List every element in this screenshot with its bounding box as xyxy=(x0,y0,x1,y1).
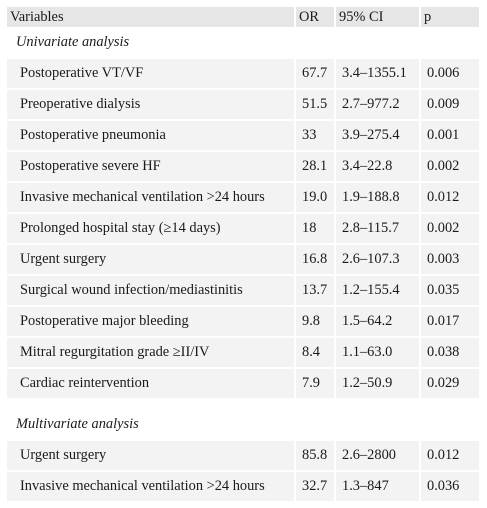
or-cell: 7.9 xyxy=(295,368,336,400)
header-row: Variables OR 95% CI p xyxy=(7,7,479,27)
variable-cell: Postoperative severe HF xyxy=(7,151,296,183)
header-ci: 95% CI xyxy=(335,7,421,27)
table-row: Surgical wound infection/mediastinitis 13… xyxy=(7,275,479,307)
or-cell: 32.7 xyxy=(295,471,336,503)
table-row: Invasive mechanical ventilation >24 hour… xyxy=(7,471,479,503)
section-heading-row: Univariate analysis xyxy=(7,27,479,59)
p-cell: 0.006 xyxy=(420,58,479,90)
table-row: Postoperative major bleeding 9.8 1.5–64.2 0… xyxy=(7,306,479,338)
ci-cell: 1.3–847 xyxy=(335,471,421,503)
ci-cell: 1.2–50.9 xyxy=(335,368,421,400)
header-variables: Variables xyxy=(7,7,296,27)
ci-cell: 3.9–275.4 xyxy=(335,120,421,152)
table-header: Variables OR 95% CI p xyxy=(7,7,479,27)
or-cell: 13.7 xyxy=(295,275,336,307)
table-row: Invasive mechanical ventilation >24 hour… xyxy=(7,182,479,214)
ci-cell: 2.6–107.3 xyxy=(335,244,421,276)
table-row: Postoperative severe HF 28.1 3.4–22.8 0.002 xyxy=(7,151,479,183)
ci-cell: 1.2–155.4 xyxy=(335,275,421,307)
ci-cell: 2.6–2800 xyxy=(335,440,421,472)
table-row: Preoperative dialysis 51.5 2.7–977.2 0.009 xyxy=(7,89,479,121)
p-cell: 0.038 xyxy=(420,337,479,369)
or-cell: 8.4 xyxy=(295,337,336,369)
results-table: Variables OR 95% CI p Univariate analysi… xyxy=(7,7,479,503)
variable-cell: Urgent surgery xyxy=(7,244,296,276)
table-row: Mitral regurgitation grade ≥II/IV 8.4 1.1–… xyxy=(7,337,479,369)
table-row: Postoperative pneumonia 33 3.9–275.4 0.001 xyxy=(7,120,479,152)
p-cell: 0.012 xyxy=(420,182,479,214)
variable-cell: Prolonged hospital stay (≥14 days) xyxy=(7,213,296,245)
p-cell: 0.012 xyxy=(420,440,479,472)
variable-cell: Postoperative VT/VF xyxy=(7,58,296,90)
header-or: OR xyxy=(295,7,336,27)
p-cell: 0.003 xyxy=(420,244,479,276)
variable-cell: Invasive mechanical ventilation >24 hour… xyxy=(7,471,296,503)
table-body: Univariate analysis Postoperative VT/VF 67… xyxy=(7,27,479,503)
table-row: Prolonged hospital stay (≥14 days) 18 2.8–… xyxy=(7,213,479,245)
variable-cell: Urgent surgery xyxy=(7,440,296,472)
or-cell: 19.0 xyxy=(295,182,336,214)
p-cell: 0.036 xyxy=(420,471,479,503)
p-cell: 0.002 xyxy=(420,213,479,245)
ci-cell: 1.9–188.8 xyxy=(335,182,421,214)
variable-cell: Postoperative pneumonia xyxy=(7,120,296,152)
table-row: Postoperative VT/VF 67.7 3.4–1355.1 0.006 xyxy=(7,58,479,90)
p-cell: 0.017 xyxy=(420,306,479,338)
or-cell: 9.8 xyxy=(295,306,336,338)
ci-cell: 1.5–64.2 xyxy=(335,306,421,338)
variable-cell: Postoperative major bleeding xyxy=(7,306,296,338)
section-heading-row: Multivariate analysis xyxy=(7,409,479,441)
table-row: Urgent surgery 85.8 2.6–2800 0.012 xyxy=(7,440,479,472)
p-cell: 0.035 xyxy=(420,275,479,307)
or-cell: 51.5 xyxy=(295,89,336,121)
p-cell: 0.009 xyxy=(420,89,479,121)
ci-cell: 3.4–22.8 xyxy=(335,151,421,183)
table-row: Urgent surgery 16.8 2.6–107.3 0.003 xyxy=(7,244,479,276)
or-cell: 18 xyxy=(295,213,336,245)
or-cell: 85.8 xyxy=(295,440,336,472)
or-cell: 67.7 xyxy=(295,58,336,90)
ci-cell: 2.8–115.7 xyxy=(335,213,421,245)
section-title: Multivariate analysis xyxy=(7,409,479,441)
or-cell: 28.1 xyxy=(295,151,336,183)
ci-cell: 3.4–1355.1 xyxy=(335,58,421,90)
variable-cell: Surgical wound infection/mediastinitis xyxy=(7,275,296,307)
ci-cell: 1.1–63.0 xyxy=(335,337,421,369)
variable-cell: Invasive mechanical ventilation >24 hour… xyxy=(7,182,296,214)
variable-cell: Mitral regurgitation grade ≥II/IV xyxy=(7,337,296,369)
section-spacer xyxy=(7,399,479,409)
header-p: p xyxy=(420,7,479,27)
p-cell: 0.029 xyxy=(420,368,479,400)
or-cell: 33 xyxy=(295,120,336,152)
section-title: Univariate analysis xyxy=(7,27,479,59)
p-cell: 0.001 xyxy=(420,120,479,152)
variable-cell: Preoperative dialysis xyxy=(7,89,296,121)
table-row: Cardiac reintervention 7.9 1.2–50.9 0.029 xyxy=(7,368,479,400)
spacer-cell xyxy=(7,399,479,409)
or-cell: 16.8 xyxy=(295,244,336,276)
ci-cell: 2.7–977.2 xyxy=(335,89,421,121)
variable-cell: Cardiac reintervention xyxy=(7,368,296,400)
p-cell: 0.002 xyxy=(420,151,479,183)
